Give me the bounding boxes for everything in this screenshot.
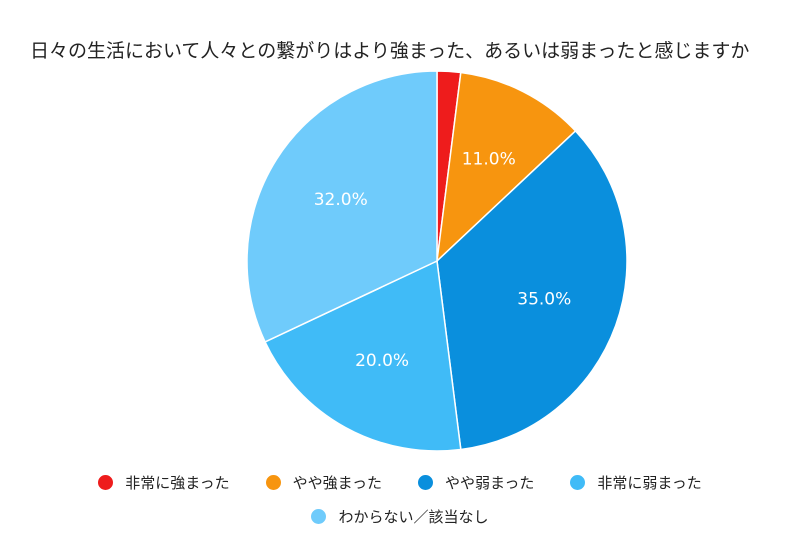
legend: 非常に強まった やや強まった やや弱まった 非常に弱まった わからない／該当なし <box>0 468 800 536</box>
slice-data-label: 20.0% <box>355 351 409 371</box>
legend-label: 非常に強まった <box>125 473 230 492</box>
legend-swatch <box>98 474 114 490</box>
legend-item: 非常に弱まった <box>570 472 702 493</box>
legend-swatch <box>418 474 433 490</box>
pie-slice-2 <box>436 129 628 451</box>
legend-swatch <box>311 508 327 524</box>
slice-data-label: 35.0% <box>517 290 571 310</box>
legend-label: 非常に弱まった <box>597 473 702 492</box>
chart-title: 日々の生活において人々との繋がりはより強まった、あるいは弱まったと感じますか <box>30 40 750 62</box>
pie-slice-1 <box>435 71 577 263</box>
slice-data-label: 11.0% <box>462 149 516 169</box>
pie-slice-3 <box>264 259 462 452</box>
legend-label: わからない／該当なし <box>338 507 489 526</box>
legend-row: わからない／該当なし <box>0 502 800 530</box>
pie-slice-4 <box>246 70 438 343</box>
legend-item: わからない／該当なし <box>311 506 489 527</box>
legend-row: 非常に強まった やや強まった やや弱まった 非常に弱まった <box>0 468 800 496</box>
legend-label: やや弱まった <box>445 473 535 492</box>
legend-swatch <box>265 474 281 490</box>
legend-swatch <box>570 474 586 490</box>
legend-item: やや強まった <box>265 472 382 493</box>
legend-item: やや弱まった <box>418 472 534 493</box>
legend-item: 非常に強まった <box>98 472 230 493</box>
slice-data-label: 32.0% <box>314 190 368 210</box>
pie-chart: 11.0% 35.0% 20.0% 32.0% <box>246 70 628 452</box>
legend-label: やや強まった <box>292 473 382 492</box>
